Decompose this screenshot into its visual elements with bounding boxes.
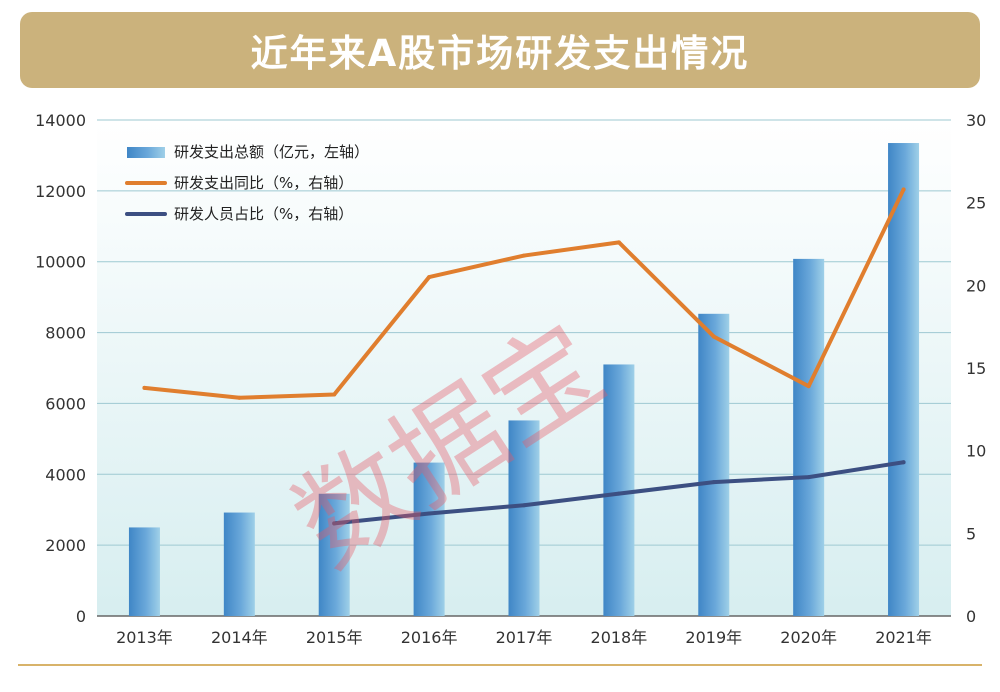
x-axis-tick-label: 2017年 (496, 628, 553, 647)
line-point (427, 275, 432, 280)
bar-2018年 (603, 364, 635, 616)
line-point (332, 392, 337, 397)
bars-series (128, 143, 920, 616)
legend-label: 研发人员占比（%，右轴） (174, 205, 353, 223)
line-point (616, 491, 621, 496)
left-axis-tick-label: 12000 (35, 182, 86, 201)
bar-2016年 (413, 462, 445, 616)
right-axis-tick-label: 10 (966, 442, 986, 461)
right-axis-tick-label: 0 (966, 607, 976, 626)
left-axis-ticks: 0 2000 4000 6000 8000 10000 12000 14000 (35, 111, 86, 626)
legend-label: 研发支出同比（%，右轴） (174, 174, 353, 192)
line-series (142, 187, 906, 526)
left-axis-tick-label: 8000 (45, 324, 86, 343)
bar-2014年 (223, 512, 255, 616)
line-point (711, 480, 716, 485)
bar-2021年 (888, 143, 920, 616)
bar-2020年 (793, 258, 825, 616)
line-point (142, 385, 147, 390)
legend: 研发支出总额（亿元，左轴） 研发支出同比（%，右轴） 研发人员占比（%，右轴） (125, 143, 369, 223)
line-point (522, 253, 526, 258)
left-axis-tick-label: 14000 (35, 111, 86, 130)
x-axis-tick-label: 2016年 (401, 628, 458, 647)
left-axis-tick-label: 6000 (45, 394, 86, 413)
left-axis-tick-label: 4000 (45, 465, 86, 484)
line-point (616, 240, 621, 245)
x-axis-tick-label: 2018年 (591, 628, 648, 647)
left-axis-tick-label: 0 (76, 607, 86, 626)
bar-2019年 (698, 313, 730, 616)
chart-title: 近年来A股市场研发支出情况 (250, 32, 750, 75)
line-point (901, 187, 906, 192)
right-axis-tick-label: 20 (966, 276, 986, 295)
x-axis-tick-label: 2014年 (211, 628, 268, 647)
right-axis-ticks: 0 5 10 15 20 25 30 (966, 111, 986, 626)
left-axis-tick-label: 2000 (45, 536, 86, 555)
bar-2013年 (128, 527, 160, 616)
line-point (237, 395, 242, 400)
bottom-divider (18, 664, 982, 666)
legend-swatch-bar (127, 147, 165, 158)
right-axis-tick-label: 15 (966, 359, 986, 378)
x-axis-tick-label: 2015年 (306, 628, 363, 647)
x-axis-tick-label: 2019年 (685, 628, 742, 647)
right-axis-tick-label: 25 (966, 194, 986, 213)
right-axis-tick-label: 5 (966, 524, 976, 543)
line-point (711, 334, 716, 339)
line-point (806, 384, 811, 389)
line-point (427, 511, 432, 516)
line-point (522, 503, 526, 508)
x-axis-ticks: 2013年 2014年 2015年 2016年 2017年 2018年 2019年 2020年… (116, 628, 932, 647)
legend-label: 研发支出总额（亿元，左轴） (174, 143, 369, 161)
x-axis-tick-label: 2013年 (116, 628, 173, 647)
line-point (901, 460, 906, 465)
x-axis-tick-label: 2021年 (875, 628, 932, 647)
x-axis-tick-label: 2020年 (780, 628, 837, 647)
left-axis-tick-label: 10000 (35, 253, 86, 272)
right-axis-tick-label: 30 (966, 111, 986, 130)
title-banner: 近年来A股市场研发支出情况 (20, 12, 980, 88)
bar-2017年 (508, 420, 540, 616)
line-point (332, 521, 337, 526)
bar-2015年 (318, 493, 350, 616)
line-point (806, 475, 811, 480)
